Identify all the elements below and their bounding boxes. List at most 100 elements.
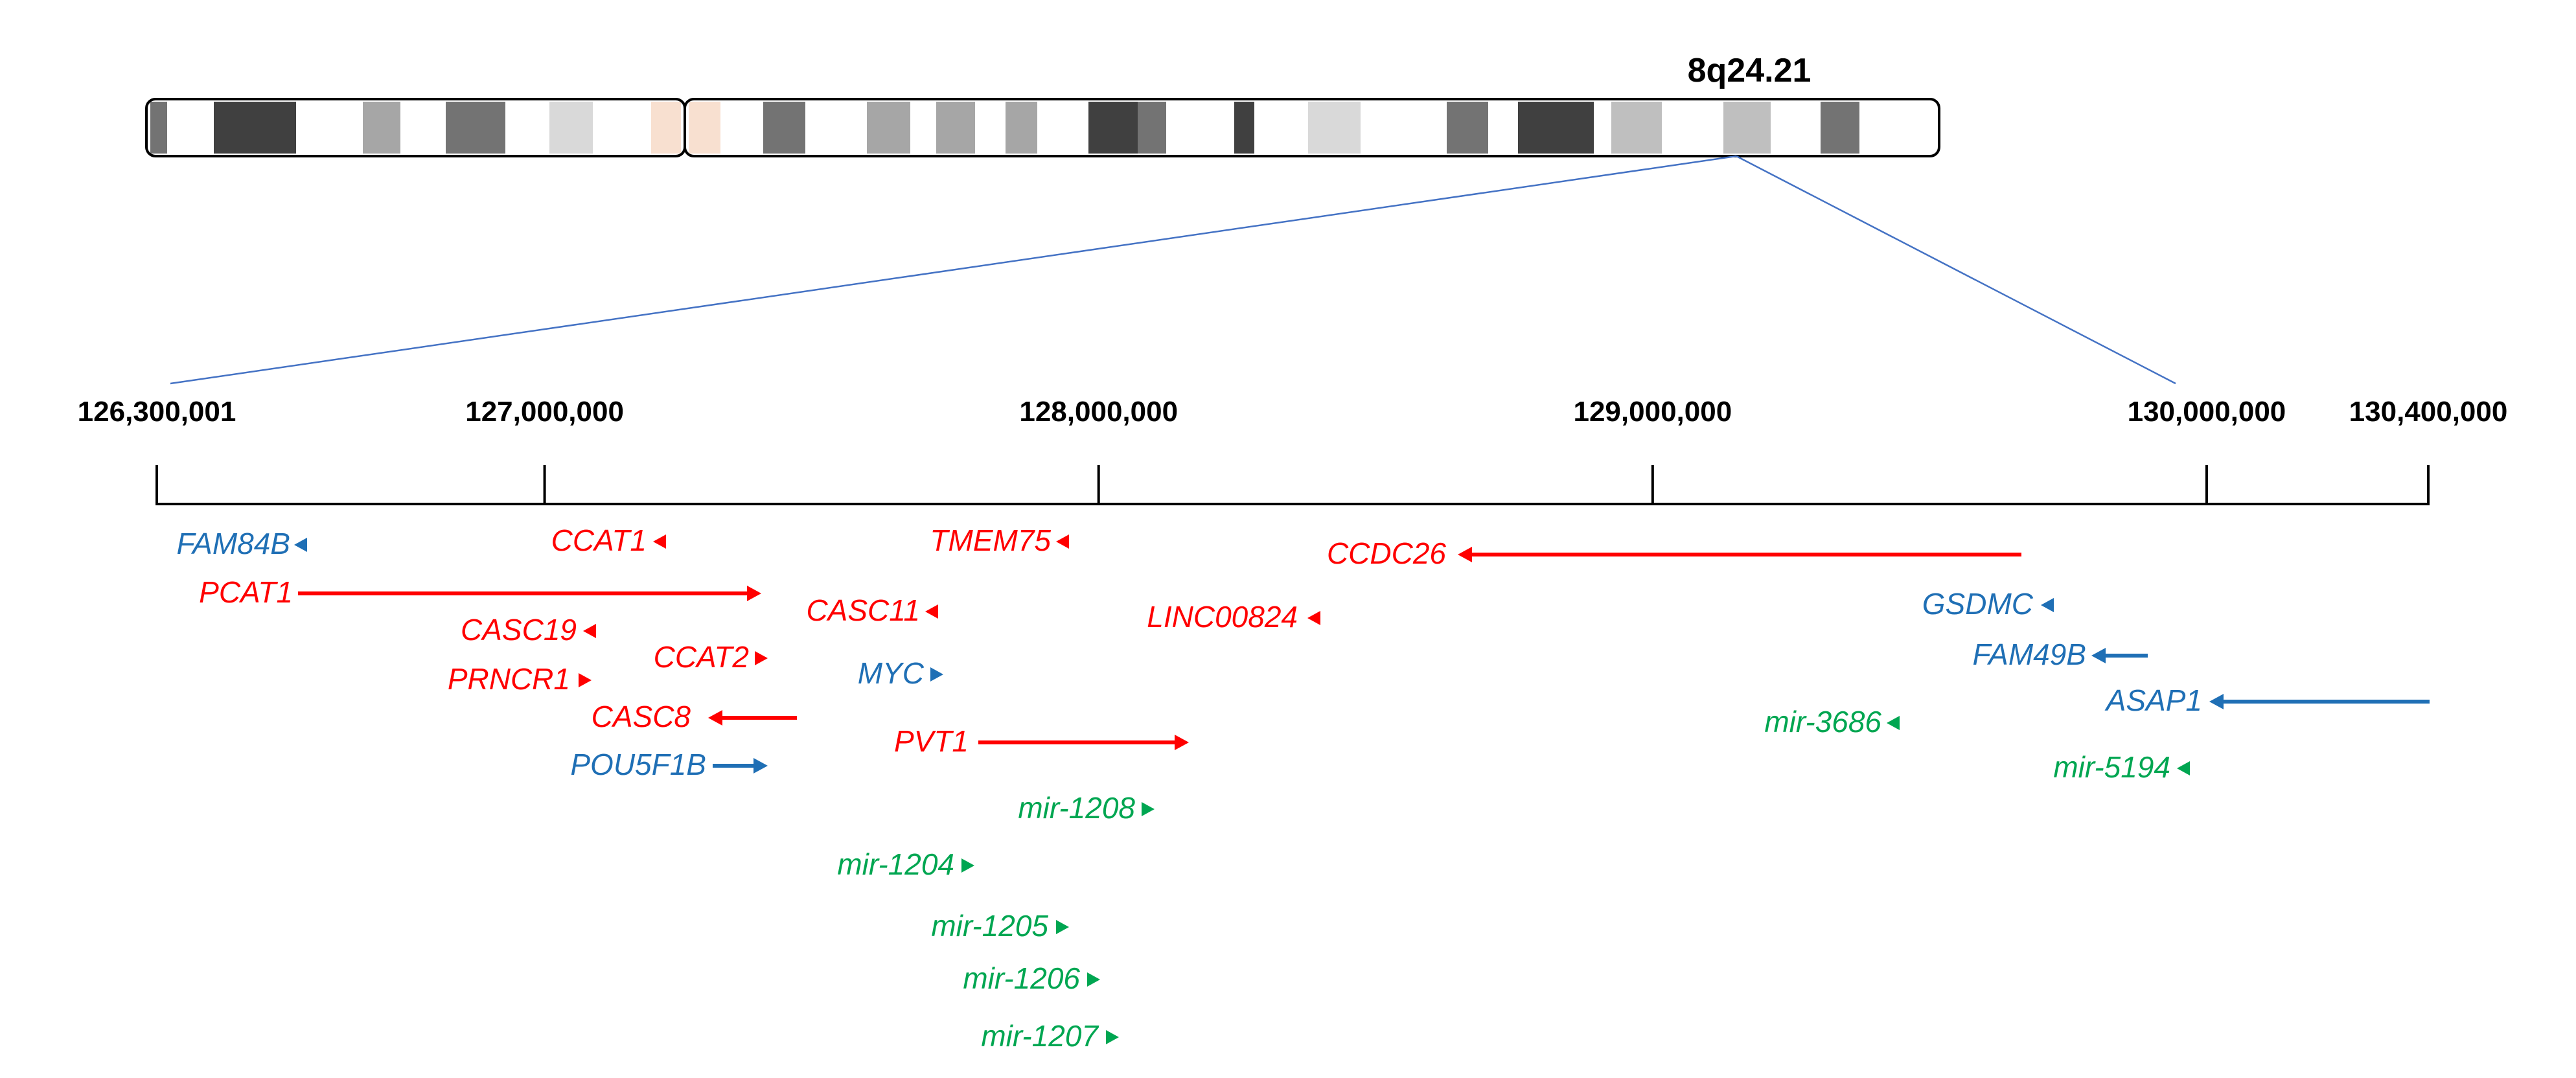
chromosome-band [689, 102, 720, 154]
chromosome-band [1771, 102, 1821, 154]
gene-pcat1: PCAT1 [199, 575, 761, 609]
gene-ccat2: CCAT2 [654, 640, 768, 674]
gene-ccdc26: CCDC26 [1327, 536, 2021, 570]
gene-label: PCAT1 [199, 575, 293, 609]
chromosome-band [296, 102, 363, 154]
strand-marker [583, 624, 596, 638]
genomic-axis: 126,300,001 127,000,000 128,000,000 129,000… [78, 396, 2507, 505]
chromosome-band [1254, 102, 1308, 154]
gene-track: FAM84B PCAT1 CCAT1 CASC19 PRNCR1 CCAT2 CASC8 PO… [176, 523, 2430, 1053]
chromosome-band [1037, 102, 1088, 154]
zoom-line-right [1736, 155, 2176, 385]
gene-casc11: CASC11 [806, 593, 938, 627]
gene-label: CCDC26 [1327, 536, 1446, 570]
strand-arrowhead [708, 710, 722, 726]
gene-label: PVT1 [894, 724, 969, 758]
gene-label: mir-1206 [963, 961, 1080, 995]
strand-arrowhead [1458, 547, 1472, 562]
gene-mir-1207: mir-1207 [981, 1019, 1119, 1053]
gene-label: FAM84B [176, 527, 290, 560]
chromosome-band [1821, 102, 1859, 154]
chromosome-band [400, 102, 446, 154]
strand-arrowhead [2209, 694, 2224, 709]
chromosome-band [1308, 102, 1361, 154]
chromosome-band [910, 102, 936, 154]
gene-label: mir-1208 [1018, 791, 1135, 825]
strand-marker [653, 534, 666, 549]
strand-marker [1056, 534, 1069, 549]
gene-pvt1: PVT1 [894, 724, 1189, 758]
gene-linc00824: LINC00824 [1147, 600, 1320, 634]
chromosome-8-ideogram [145, 98, 1940, 157]
gene-mir-1205: mir-1205 [931, 909, 1069, 943]
gene-label: CCAT1 [551, 523, 647, 557]
gene-label: mir-3686 [1764, 705, 1881, 739]
strand-arrowhead [747, 586, 761, 601]
gene-mir-1208: mir-1208 [1018, 791, 1155, 825]
gene-mir-1204: mir-1204 [837, 847, 974, 881]
strand-marker [961, 858, 974, 873]
axis-tick-label: 129,000,000 [1573, 396, 1732, 428]
gene-pou5f1b: POU5F1B [570, 748, 768, 781]
strand-marker [1106, 1030, 1119, 1044]
gene-label: mir-1207 [981, 1019, 1099, 1053]
strand-marker [2041, 598, 2054, 612]
gene-label: FAM49B [1972, 637, 2086, 671]
axis-tick-label: 127,000,000 [465, 396, 624, 428]
gene-prncr1: PRNCR1 [448, 662, 592, 696]
gene-label: CASC8 [592, 700, 691, 733]
chromosome-band [363, 102, 400, 154]
gene-label: mir-1205 [931, 909, 1048, 943]
gene-label: TMEM75 [930, 523, 1051, 557]
strand-marker [755, 651, 768, 665]
chromosome-band [1166, 102, 1234, 154]
strand-marker [294, 538, 307, 552]
gene-gsdmc: GSDMC [1922, 587, 2054, 621]
gene-asap1: ASAP1 [2104, 683, 2430, 717]
chromosome-band [651, 102, 681, 154]
chromosome-band [549, 102, 593, 154]
chromosome-band [867, 102, 910, 154]
chromosome-band [150, 102, 167, 154]
strand-arrowhead [753, 758, 768, 774]
strand-marker [1307, 611, 1320, 625]
chromosome-band [167, 102, 214, 154]
gene-mir-5194: mir-5194 [2053, 750, 2190, 784]
chromosome-band [1859, 102, 1935, 154]
chromosome-band [214, 102, 296, 154]
gene-label: MYC [858, 656, 925, 690]
chromosome-band [1447, 102, 1488, 154]
chromosome-band [975, 102, 1006, 154]
gene-mir-3686: mir-3686 [1764, 705, 1900, 739]
gene-label: LINC00824 [1147, 600, 1298, 634]
gene-label: POU5F1B [570, 748, 706, 781]
chromosome-band [763, 102, 805, 154]
chromosome-band [1138, 102, 1166, 154]
chromosome-band [720, 102, 763, 154]
gene-label: ASAP1 [2104, 683, 2202, 717]
gene-label: CASC11 [806, 593, 920, 627]
chromosome-band [1723, 102, 1771, 154]
chromosome-band [1234, 102, 1254, 154]
chromosome-band [1006, 102, 1037, 154]
gene-fam49b: FAM49B [1972, 637, 2148, 671]
chromosome-band [1488, 102, 1518, 154]
gene-label: mir-5194 [2053, 750, 2170, 784]
chromosome-band [1611, 102, 1662, 154]
strand-marker [930, 667, 943, 682]
strand-marker [925, 604, 938, 619]
gene-label: mir-1204 [837, 847, 954, 881]
gene-mir-1206: mir-1206 [963, 961, 1100, 995]
gene-label: CCAT2 [654, 640, 749, 674]
axis-tick-label: 126,300,001 [78, 396, 236, 428]
axis-tick-label: 128,000,000 [1019, 396, 1178, 428]
strand-marker [579, 673, 592, 687]
axis-tick-label: 130,000,000 [2128, 396, 2286, 428]
strand-arrowhead [2091, 648, 2106, 663]
gene-fam84b: FAM84B [176, 527, 307, 560]
gene-label: CASC19 [461, 613, 577, 647]
gene-myc: MYC [858, 656, 943, 690]
zoom-line-left [170, 155, 1737, 385]
chromosome-band [593, 102, 651, 154]
